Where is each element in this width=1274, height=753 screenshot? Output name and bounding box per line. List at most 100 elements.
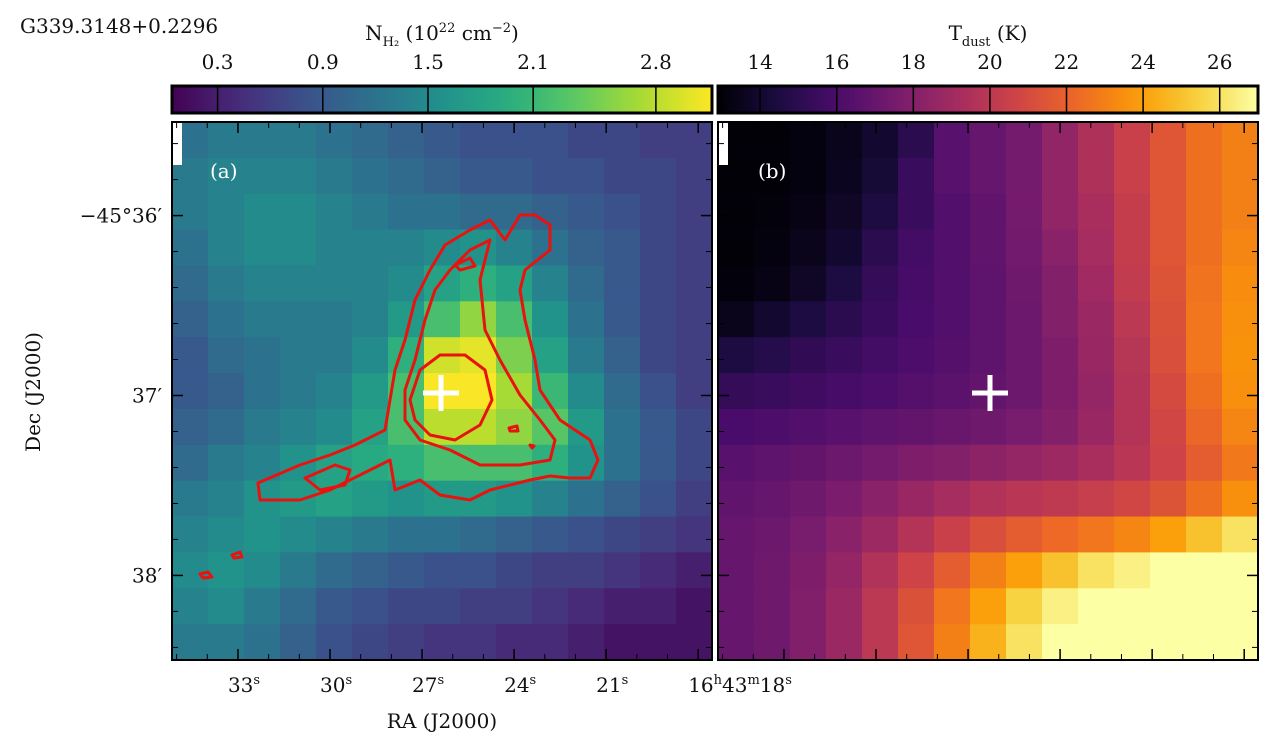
map-cell bbox=[1222, 444, 1259, 482]
map-cell bbox=[316, 373, 353, 410]
map-cell bbox=[316, 408, 353, 446]
map-cell bbox=[172, 480, 209, 518]
map-cell bbox=[934, 301, 971, 338]
contour bbox=[303, 463, 352, 492]
map-cell bbox=[352, 229, 389, 267]
map-cell bbox=[244, 157, 281, 195]
map-cell bbox=[862, 337, 899, 374]
map-cell bbox=[676, 265, 713, 302]
map-cell bbox=[1078, 157, 1115, 195]
map-cell bbox=[970, 480, 1007, 518]
map-cell bbox=[676, 337, 713, 374]
map-cell bbox=[352, 408, 389, 446]
map-cell bbox=[388, 444, 425, 482]
map-cell bbox=[316, 588, 353, 625]
map-cell bbox=[352, 157, 389, 195]
map-cell bbox=[862, 552, 899, 589]
map-cell bbox=[568, 301, 605, 338]
map-cell bbox=[1078, 552, 1115, 589]
map-cell bbox=[970, 265, 1007, 302]
map-cell bbox=[862, 193, 899, 231]
map-cell bbox=[316, 122, 353, 159]
map-cell bbox=[718, 301, 755, 338]
map-cell bbox=[244, 229, 281, 267]
contour bbox=[403, 238, 557, 467]
map-cell bbox=[826, 480, 863, 518]
map-cell bbox=[898, 229, 935, 267]
map-cell bbox=[790, 480, 827, 518]
x-tick-label-part: s bbox=[530, 673, 537, 688]
map-cell bbox=[172, 229, 209, 267]
x-tick-label: 27s bbox=[412, 673, 444, 697]
map-cell bbox=[208, 337, 245, 374]
map-cell bbox=[316, 265, 353, 302]
map-cell bbox=[1078, 588, 1115, 625]
map-cell bbox=[172, 265, 209, 302]
map-cell bbox=[718, 516, 755, 553]
map-cell bbox=[970, 588, 1007, 625]
map-cell bbox=[1078, 480, 1115, 518]
map-cell bbox=[640, 265, 677, 302]
x-tick-label-part: 33 bbox=[228, 673, 253, 697]
map-cell bbox=[790, 229, 827, 267]
map-cell bbox=[388, 193, 425, 231]
map-cell bbox=[208, 624, 245, 661]
map-cell bbox=[970, 444, 1007, 482]
map-cell bbox=[1078, 373, 1115, 410]
map-cell bbox=[424, 588, 461, 625]
map-cell bbox=[826, 516, 863, 553]
map-cell bbox=[826, 193, 863, 231]
map-cell bbox=[316, 444, 353, 482]
map-cell bbox=[1222, 373, 1259, 410]
map-cell bbox=[640, 480, 677, 518]
colorbar-label: Tdust (K) bbox=[949, 21, 1028, 50]
map-cell bbox=[718, 552, 755, 589]
colorbar-label-part: 22 bbox=[439, 21, 456, 36]
colorbar-tick-label: 0.9 bbox=[307, 50, 339, 74]
map-cell bbox=[1006, 301, 1043, 338]
map-cell bbox=[676, 229, 713, 267]
map-cell bbox=[1078, 337, 1115, 374]
colorbar-label-part: (10 bbox=[399, 21, 439, 45]
x-axis-label: RA (J2000) bbox=[387, 709, 497, 733]
map-cell bbox=[424, 444, 461, 482]
map-cell bbox=[676, 480, 713, 518]
map-cell bbox=[1186, 588, 1223, 625]
map-cell bbox=[1186, 516, 1223, 553]
map-cell bbox=[754, 588, 791, 625]
map-cell bbox=[1078, 122, 1115, 159]
map-cell bbox=[208, 373, 245, 410]
map-cell bbox=[424, 516, 461, 553]
map-cell bbox=[604, 624, 641, 661]
map-cell bbox=[718, 624, 755, 661]
map-cell bbox=[1186, 444, 1223, 482]
map-cell bbox=[424, 624, 461, 661]
contour bbox=[256, 213, 600, 502]
map-cell bbox=[316, 337, 353, 374]
map-cell bbox=[496, 337, 533, 374]
map-cell bbox=[826, 157, 863, 195]
map-cell bbox=[1150, 301, 1187, 338]
map-cell bbox=[970, 229, 1007, 267]
map-cell bbox=[934, 193, 971, 231]
map-cell bbox=[1078, 193, 1115, 231]
map-cell bbox=[604, 193, 641, 231]
map-cell bbox=[640, 337, 677, 374]
map-cell bbox=[1078, 408, 1115, 446]
map-cell bbox=[754, 408, 791, 446]
map-cell bbox=[676, 408, 713, 446]
map-cell bbox=[970, 552, 1007, 589]
map-cell bbox=[826, 588, 863, 625]
map-cell bbox=[532, 337, 569, 374]
panel-label: (b) bbox=[758, 159, 786, 183]
map-cell bbox=[1222, 480, 1259, 518]
map-cell bbox=[352, 588, 389, 625]
map-cell bbox=[898, 408, 935, 446]
map-cell bbox=[1078, 301, 1115, 338]
map-cell bbox=[244, 516, 281, 553]
map-cell bbox=[460, 624, 497, 661]
map-cell bbox=[172, 301, 209, 338]
map-cell bbox=[826, 265, 863, 302]
map-cell bbox=[424, 552, 461, 589]
